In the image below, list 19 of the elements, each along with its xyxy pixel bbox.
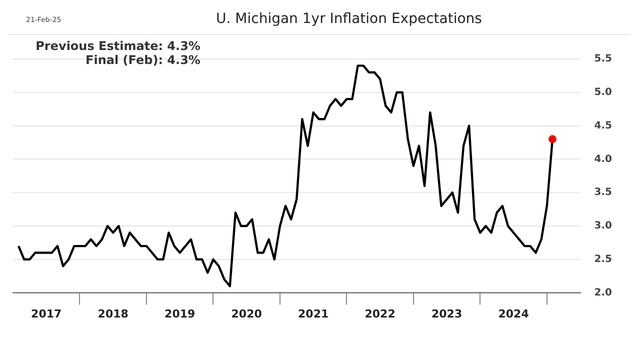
y-tick-label: 4.5 — [594, 120, 612, 132]
annotation: Final (Feb): 4.3% — [86, 53, 200, 68]
x-tick-label: 2022 — [364, 307, 396, 320]
chart-title: U. Michigan 1yr Inflation Expectations — [216, 11, 482, 27]
y-tick-label: 4.0 — [594, 154, 612, 165]
x-tick-label: 2021 — [298, 307, 329, 320]
x-tick-label: 2024 — [498, 307, 530, 320]
x-tick-label: 2017 — [31, 307, 62, 320]
y-tick-label: 2.5 — [594, 254, 612, 265]
y-tick-label: 3.0 — [594, 220, 612, 232]
y-tick-label: 2.0 — [594, 287, 612, 298]
text: Previous Estimate: 4.3% — [36, 39, 200, 54]
x-tick-label: 2019 — [164, 307, 196, 320]
y-tick-label: 5.5 — [594, 54, 612, 65]
x-tick-label: 2018 — [98, 307, 128, 320]
y-tick-label: 5.0 — [594, 86, 612, 98]
y-tick-label: 3.5 — [594, 187, 612, 198]
x-tick-label: 2020 — [231, 307, 262, 320]
x-tick-label: 2023 — [431, 307, 462, 320]
